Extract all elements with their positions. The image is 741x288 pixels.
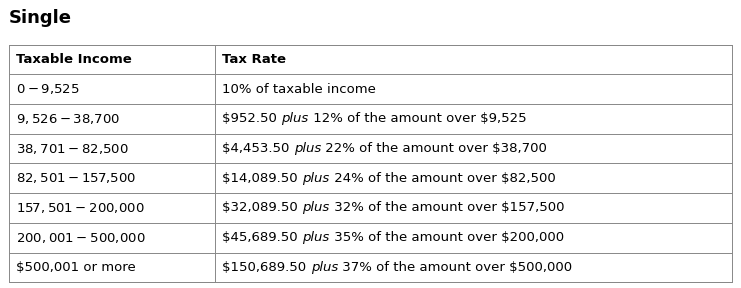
Text: 10% of taxable income: 10% of taxable income <box>222 83 376 96</box>
Text: 32% of the amount over $157,500: 32% of the amount over $157,500 <box>330 202 564 215</box>
Text: Single: Single <box>9 9 72 27</box>
Text: $157,501 - $200,000: $157,501 - $200,000 <box>16 201 144 215</box>
Text: plus: plus <box>302 231 330 244</box>
Text: $38,701 - $82,500: $38,701 - $82,500 <box>16 142 129 156</box>
Text: $500,001 or more: $500,001 or more <box>16 261 136 274</box>
Text: $0 - $9,525: $0 - $9,525 <box>16 82 80 96</box>
Text: 12% of the amount over $9,525: 12% of the amount over $9,525 <box>309 112 526 125</box>
Text: Taxable Income: Taxable Income <box>16 53 132 66</box>
Text: plus: plus <box>302 202 330 215</box>
Text: $32,089.50: $32,089.50 <box>222 202 302 215</box>
Text: plus: plus <box>302 172 330 185</box>
Text: 24% of the amount over $82,500: 24% of the amount over $82,500 <box>330 172 555 185</box>
Text: $150,689.50: $150,689.50 <box>222 261 310 274</box>
Text: $9,526 - $38,700: $9,526 - $38,700 <box>16 112 121 126</box>
Text: $82,501 - $157,500: $82,501 - $157,500 <box>16 171 136 185</box>
Text: $4,453.50: $4,453.50 <box>222 142 294 155</box>
Text: plus: plus <box>294 142 322 155</box>
Text: $14,089.50: $14,089.50 <box>222 172 302 185</box>
Text: plus: plus <box>282 112 309 125</box>
Text: 22% of the amount over $38,700: 22% of the amount over $38,700 <box>322 142 547 155</box>
Text: 35% of the amount over $200,000: 35% of the amount over $200,000 <box>330 231 564 244</box>
Text: $45,689.50: $45,689.50 <box>222 231 302 244</box>
Text: $200,001 - $500,000: $200,001 - $500,000 <box>16 231 146 245</box>
Text: 37% of the amount over $500,000: 37% of the amount over $500,000 <box>338 261 572 274</box>
Text: $952.50: $952.50 <box>222 112 282 125</box>
Text: Tax Rate: Tax Rate <box>222 53 287 66</box>
Text: plus: plus <box>310 261 338 274</box>
